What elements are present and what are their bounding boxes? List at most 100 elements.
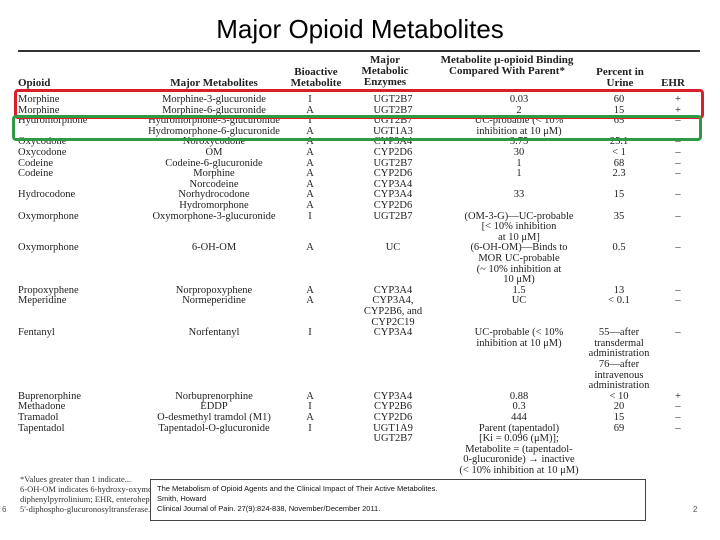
table-row: Propoxyphene Norpropoxyphene A CYP3A4 1.5 13 – — [18, 285, 700, 296]
cell-metabolite: Norfentanyl — [188, 327, 240, 339]
cell-enzyme: CYP3A4 — [373, 390, 413, 402]
cell-urine: administration — [588, 348, 650, 360]
cell-binding: inhibition at 10 μM) — [476, 337, 562, 349]
cell-bioactive: A — [306, 284, 314, 296]
header-ehr: EHR — [661, 77, 685, 89]
cell-metabolite: Hydromorphone-3-glucuronide — [148, 115, 280, 127]
cell-ehr: – — [675, 422, 681, 434]
table-row: CYP2C19 — [18, 317, 700, 328]
table-row: Oxymorphone 6-OH-OM A UC (6-OH-OM)—Binds to 0… — [18, 242, 700, 253]
cell-enzyme: UGT2B7 — [373, 115, 413, 127]
highlight-box-hydromorphone — [12, 115, 702, 141]
header-enzymes: Major Metabolic Enzymes — [361, 54, 409, 88]
header-bioactive: Bioactive Metabolite — [290, 66, 342, 89]
cell-enzyme: UC — [385, 242, 401, 254]
cell-enzyme: CYP2D6 — [373, 200, 413, 211]
cell-opioid: Propoxyphene — [18, 284, 79, 296]
cell-opioid: Codeine — [18, 168, 53, 180]
table-row: CYP2B6, and — [18, 306, 700, 317]
cell-urine: 15 — [613, 189, 625, 201]
cell-bioactive: A — [306, 136, 314, 148]
cell-urine: < 0.1 — [608, 295, 630, 307]
cell-metabolite: EDDP — [200, 401, 228, 413]
citation-journal: Clinical Journal of Pain. 27(9):824-838,… — [157, 504, 381, 513]
table-row: Morphine Morphine-6-glucuronide A UGT2B7 2 15… — [18, 105, 700, 116]
table-row: 10 μM) — [18, 274, 700, 285]
cell-opioid: Meperidine — [18, 295, 67, 307]
footnote-line: 5'-diphospho-glucuronosyltransferase. — [20, 504, 151, 514]
table-row: Codeine Morphine A CYP2D6 1 2.3 – — [18, 168, 700, 179]
cell-binding: UC-probable (< 10% — [474, 115, 564, 127]
table-row: Oxycodone Noroxycodone A CYP3A4 3.75 25.1 – — [18, 136, 700, 147]
cell-ehr: – — [675, 136, 681, 148]
cell-bioactive: A — [306, 157, 314, 169]
table-row: Codeine Codeine-6-glucuronide A UGT2B7 1 68 – — [18, 158, 700, 169]
cell-binding: inhibition at 10 μM) — [476, 125, 562, 137]
cell-metabolite: O-desmethyl tramdol (M1) — [157, 412, 271, 423]
cell-binding: 3.75 — [509, 136, 529, 148]
cell-binding: 0.03 — [509, 94, 529, 105]
table-row: 76—after — [18, 359, 700, 370]
cell-urine: 25.1 — [609, 136, 629, 148]
cell-opioid: Hydromorphone — [18, 115, 88, 127]
cell-enzyme: UGT1A3 — [373, 125, 413, 137]
cell-binding: (< 10% inhibition at 10 μM) — [459, 465, 579, 476]
slide-number: 2 — [693, 505, 698, 514]
cell-ehr: – — [675, 242, 681, 254]
cell-binding: 0.88 — [509, 390, 529, 402]
cell-ehr: – — [675, 401, 681, 413]
header-urine: Percent in Urine — [596, 66, 644, 89]
cell-ehr: – — [675, 168, 681, 180]
cell-bioactive: A — [306, 390, 314, 402]
cell-opioid: Morphine — [18, 104, 60, 116]
cell-bioactive: I — [308, 210, 312, 222]
cell-bioactive: A — [306, 168, 314, 180]
table-top-rule — [18, 50, 700, 52]
cell-enzyme: CYP3A4 — [373, 327, 413, 339]
header-binding: Metabolite μ-opioid Binding Compared Wit… — [440, 54, 574, 77]
table-row: (< 10% inhibition at 10 μM) — [18, 465, 700, 476]
cell-metabolite: Norhydrocodone — [178, 189, 250, 201]
cell-metabolite: Morphine-3-glucuronide — [162, 94, 266, 105]
table-row: Fentanyl Norfentanyl I CYP3A4 UC-probable (<… — [18, 327, 700, 338]
cell-metabolite: Tapentadol-O-glucuronide — [158, 422, 270, 434]
table-row: Methadone EDDP I CYP2B6 0.3 20 – — [18, 401, 700, 412]
cell-metabolite: OM — [205, 147, 223, 158]
cell-binding: 0-glucuronide) → inactive — [463, 454, 575, 466]
cell-enzyme: UGT2B7 — [373, 157, 413, 169]
cell-metabolite: Oxymorphone-3-glucuronide — [152, 210, 276, 222]
table-row: Morphine Morphine-3-glucuronide I UGT2B7 0.0… — [18, 94, 700, 105]
cell-bioactive: I — [308, 327, 312, 339]
table-row: MOR UC-probable — [18, 253, 700, 264]
cell-metabolite: Hydromorphone — [179, 200, 249, 211]
cell-enzyme: CYP3A4 — [373, 284, 413, 296]
table-row: Buprenorphine Norbuprenorphine A CYP3A4 0.88… — [18, 391, 700, 402]
cell-ehr: – — [675, 189, 681, 201]
cell-enzyme: CYP3A4 — [373, 136, 413, 148]
cell-bioactive: A — [306, 412, 314, 423]
cell-urine: 76—after — [598, 359, 640, 370]
cell-ehr: + — [675, 104, 681, 116]
cell-bioactive: A — [306, 189, 314, 201]
cell-ehr: – — [675, 147, 681, 158]
table-row: Tramadol O-desmethyl tramdol (M1) A CYP2D6 4… — [18, 412, 700, 423]
cell-binding: 0.3 — [512, 401, 526, 413]
table-row: Oxycodone OM A CYP2D6 30 < 1 – — [18, 147, 700, 158]
footnote-line: *Values greater than 1 indicate... — [20, 474, 132, 484]
cell-opioid: Oxycodone — [18, 136, 67, 148]
cell-binding: MOR UC-probable — [478, 253, 560, 264]
cell-binding: (6-OH-OM)—Binds to — [470, 242, 568, 254]
table-row: administration — [18, 380, 700, 391]
cell-urine: 35 — [613, 210, 625, 222]
cell-urine: 69 — [613, 422, 625, 434]
cell-binding: [< 10% inhibition — [481, 221, 557, 233]
cell-binding: 10 μM) — [503, 274, 535, 286]
cell-binding: 1.5 — [512, 284, 526, 296]
cell-bioactive: A — [306, 295, 314, 307]
table-row: inhibition at 10 μM) transdermal — [18, 338, 700, 349]
table-row: Metabolite = (tapentadol- — [18, 444, 700, 455]
cell-opioid: Fentanyl — [18, 327, 55, 339]
cell-opioid: Oxymorphone — [18, 242, 79, 254]
cell-enzyme: UGT1A9 — [373, 422, 413, 434]
cell-bioactive: A — [306, 242, 314, 254]
